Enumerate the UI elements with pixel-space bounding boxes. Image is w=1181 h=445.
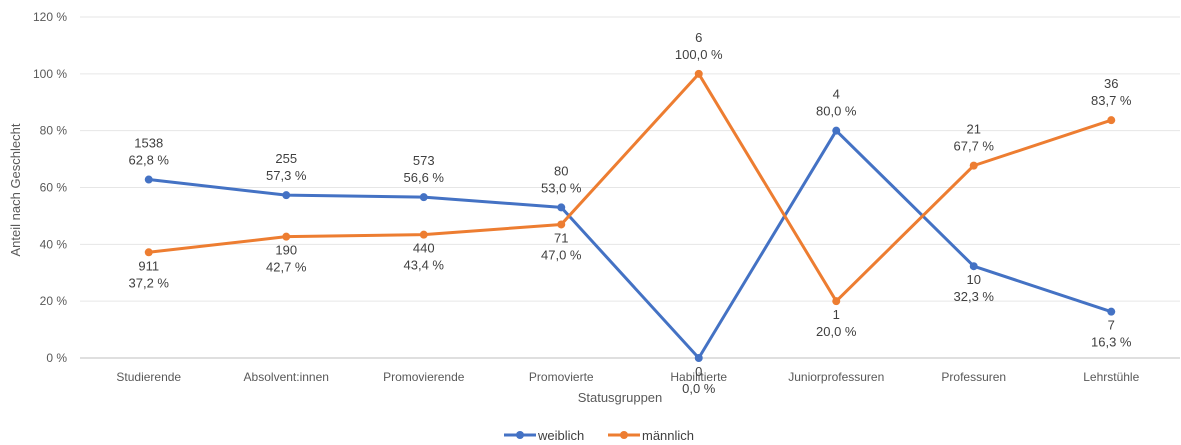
data-label-percent: 80,0 % — [816, 104, 857, 119]
legend: weiblich männlich — [504, 428, 694, 443]
y-axis-ticks: 0 % 20 % 40 % 60 % 80 % 100 % 120 % — [33, 10, 67, 365]
data-point — [1107, 307, 1116, 316]
data-label-percent: 32,3 % — [954, 289, 995, 304]
x-tick-label: Promovierende — [383, 370, 465, 384]
data-point — [969, 262, 978, 271]
data-point — [557, 203, 566, 212]
data-label-count: 255 — [275, 151, 297, 166]
series-line-male — [148, 72, 1112, 303]
data-point — [282, 232, 291, 241]
data-point — [969, 161, 978, 170]
data-point — [144, 248, 153, 257]
series-lines — [144, 69, 1116, 362]
x-tick-label: Promovierte — [529, 370, 594, 384]
y-tick-label: 120 % — [33, 10, 67, 24]
data-label-percent: 16,3 % — [1091, 335, 1132, 350]
legend-marker — [620, 431, 628, 439]
data-label-count: 190 — [275, 243, 297, 258]
data-point — [419, 193, 428, 202]
data-label-count: 7 — [1108, 318, 1115, 333]
data-point — [282, 191, 291, 200]
data-label-percent: 37,2 % — [129, 275, 170, 290]
data-label-count: 10 — [967, 272, 981, 287]
data-label-count: 0 — [695, 364, 702, 379]
data-label-count: 440 — [413, 241, 435, 256]
y-tick-label: 0 % — [46, 351, 67, 365]
data-point — [557, 220, 566, 229]
data-label-count: 4 — [833, 87, 840, 102]
data-point — [694, 69, 703, 78]
x-tick-label: Professuren — [941, 370, 1006, 384]
data-label-count: 21 — [967, 122, 981, 137]
data-label-percent: 47,0 % — [541, 247, 582, 262]
data-label-percent: 0,0 % — [682, 381, 716, 396]
legend-label: weiblich — [537, 428, 584, 443]
x-tick-label: Juniorprofessuren — [788, 370, 884, 384]
data-label-count: 573 — [413, 153, 435, 168]
y-tick-label: 100 % — [33, 67, 67, 81]
data-point — [1107, 116, 1116, 125]
data-labels: 1538 62,8 % 255 57,3 % 573 56,6 % 80 53,0 % 0 0,0… — [129, 30, 1132, 396]
data-label-percent: 53,0 % — [541, 180, 582, 195]
data-label-count: 1538 — [134, 136, 163, 151]
data-label-percent: 57,3 % — [266, 168, 307, 183]
data-point — [419, 230, 428, 239]
series-line-female — [148, 129, 1112, 360]
y-tick-label: 80 % — [40, 124, 68, 138]
x-axis-title: Statusgruppen — [578, 390, 663, 405]
legend-label: männlich — [642, 428, 694, 443]
data-label-count: 1 — [833, 307, 840, 322]
data-label-count: 911 — [138, 258, 159, 273]
data-label-percent: 67,7 % — [954, 139, 995, 154]
x-tick-label: Habilitierte — [670, 370, 727, 384]
data-label-percent: 62,8 % — [129, 153, 170, 168]
y-tick-label: 60 % — [40, 181, 68, 195]
y-tick-label: 40 % — [40, 237, 68, 251]
data-label-count: 80 — [554, 163, 568, 178]
data-label-percent: 42,7 % — [266, 260, 307, 275]
data-label-percent: 56,6 % — [404, 170, 445, 185]
data-point — [832, 126, 841, 135]
gridlines — [80, 16, 1180, 359]
legend-marker — [516, 431, 524, 439]
data-label-percent: 100,0 % — [675, 47, 723, 62]
data-point — [694, 354, 703, 362]
x-tick-label: Studierende — [116, 370, 181, 384]
x-tick-label: Lehrstühle — [1083, 370, 1139, 384]
data-point — [144, 175, 153, 184]
data-label-count: 71 — [554, 230, 568, 245]
data-label-percent: 43,4 % — [404, 258, 445, 273]
data-label-percent: 20,0 % — [816, 324, 857, 339]
x-tick-label: Absolvent:innen — [244, 370, 329, 384]
y-axis-title: Anteil nach Geschlecht — [8, 123, 23, 256]
data-label-count: 6 — [695, 30, 702, 45]
data-label-count: 36 — [1104, 76, 1118, 91]
y-tick-label: 20 % — [40, 294, 68, 308]
data-label-percent: 83,7 % — [1091, 93, 1132, 108]
data-point — [832, 297, 841, 306]
x-axis-ticks: Studierende Absolvent:innen Promovierende P… — [116, 370, 1139, 384]
